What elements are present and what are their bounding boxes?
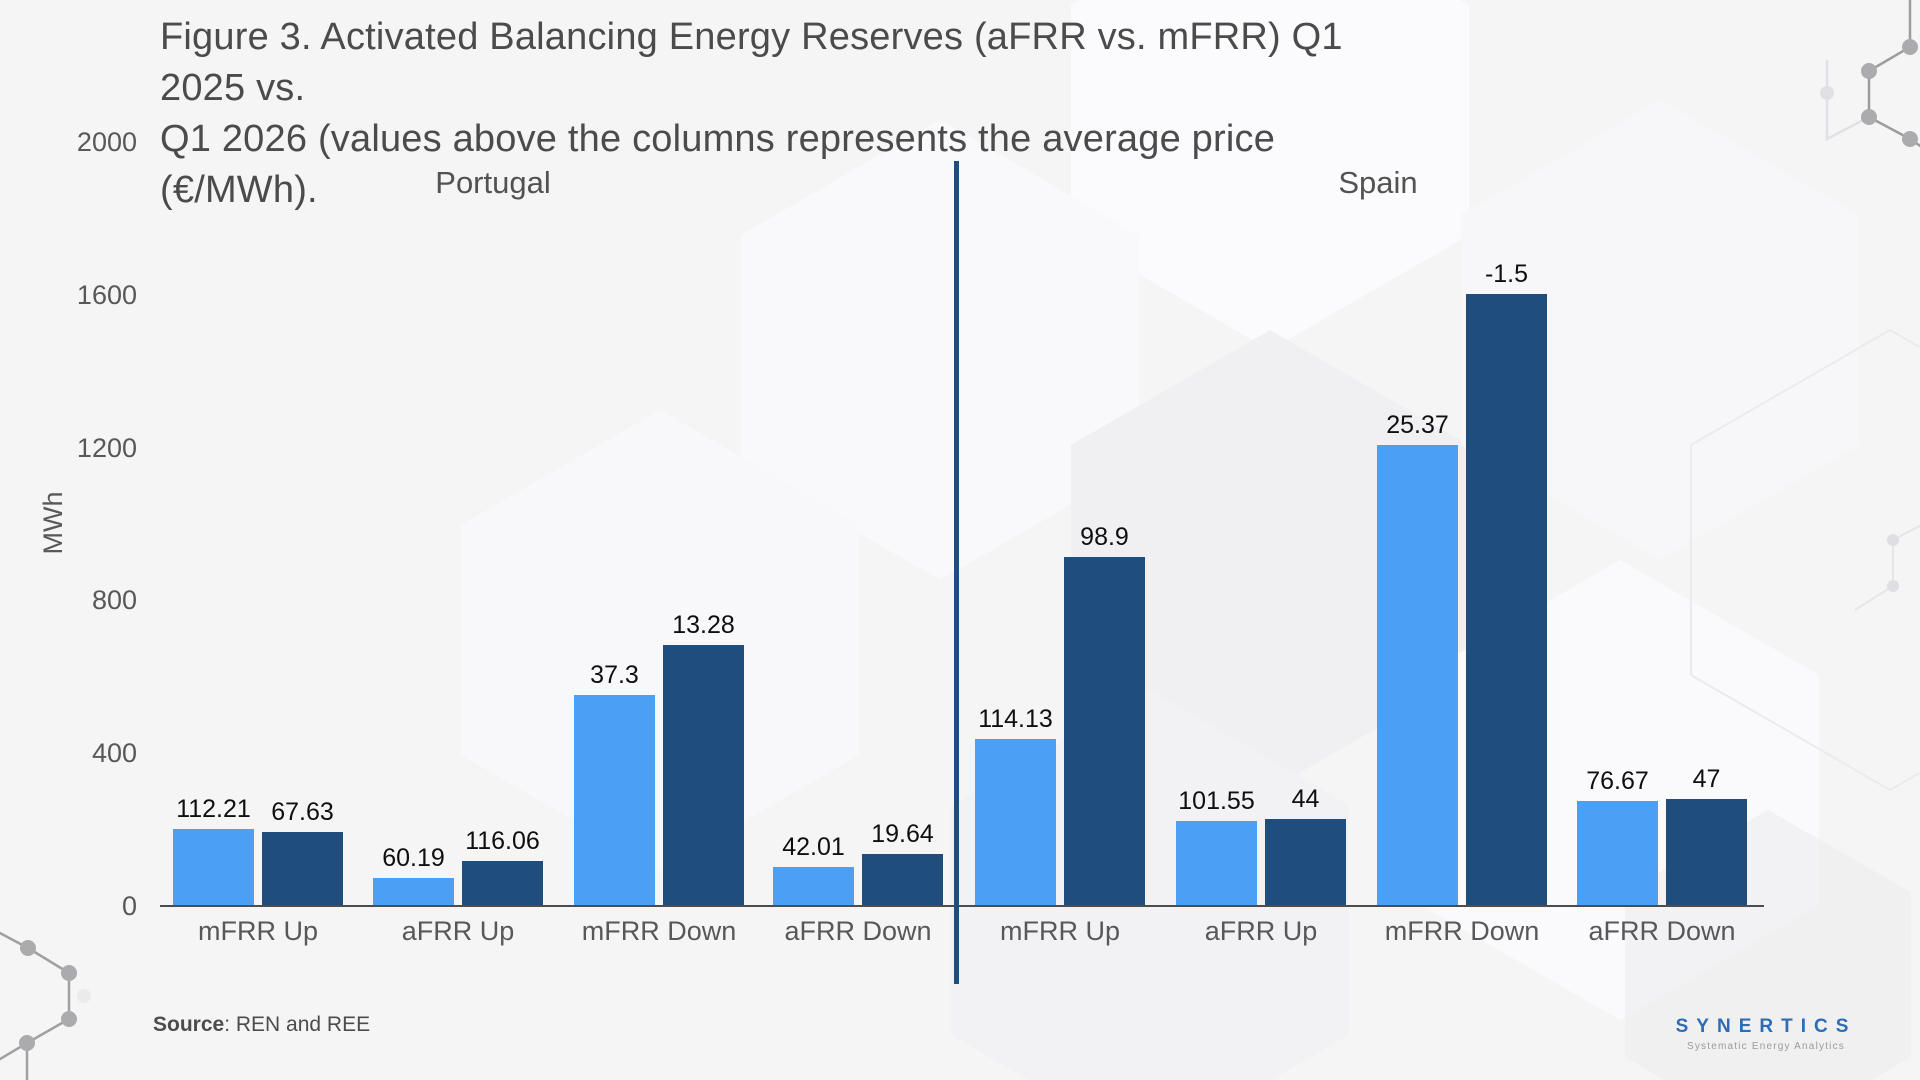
bar-group-portugal-mfrr-down: 37.3 13.28 — [574, 611, 744, 905]
bar-group-spain-afrr-down: 76.67 47 — [1577, 765, 1747, 905]
y-tick-label: 400 — [91, 738, 137, 769]
molecule-bottom-left — [0, 931, 91, 1080]
price-label: 47 — [1692, 765, 1721, 793]
bar-q1-2025: 76.67 — [1577, 767, 1658, 905]
bar-q1-2026: 98.9 — [1064, 523, 1145, 905]
logo-wordmark: SYNERTICS — [1675, 1016, 1857, 1037]
category-label: mFRR Up — [198, 916, 318, 946]
bar-group-spain-mfrr-up: 114.13 98.9 — [975, 523, 1145, 905]
y-tick-label: 800 — [91, 585, 137, 616]
price-label: 37.3 — [590, 661, 639, 689]
category-label: aFRR Down — [784, 916, 932, 946]
bar-q1-2026: 13.28 — [663, 611, 744, 905]
price-label: 25.37 — [1386, 411, 1449, 439]
panel-separator-line — [954, 161, 959, 984]
y-tick-label: 1600 — [76, 279, 137, 310]
bar-q1-2025: 101.55 — [1176, 787, 1257, 905]
price-label: 76.67 — [1586, 767, 1649, 795]
bar-q1-2025: 114.13 — [975, 705, 1056, 905]
figure-title: Figure 3. Activated Balancing Energy Res… — [160, 12, 1360, 216]
bar-q1-2025: 25.37 — [1377, 411, 1458, 905]
price-label: 44 — [1291, 785, 1320, 813]
panel-title-portugal: Portugal — [435, 165, 551, 200]
molecule-right-middle — [1854, 524, 1920, 611]
logo-tagline: Systematic Energy Analytics — [1686, 1041, 1845, 1052]
bar-q1-2026: 116.06 — [462, 827, 543, 905]
bar-q1-2025: 42.01 — [773, 833, 854, 905]
bar-q1-2025: 60.19 — [373, 844, 454, 905]
bar-q1-2026: -1.5 — [1466, 260, 1547, 905]
bar-q1-2025: 37.3 — [574, 661, 655, 905]
source-label: Source — [153, 1013, 225, 1036]
bar-q1-2025: 112.21 — [173, 795, 254, 905]
source-text: : REN and REE — [224, 1013, 371, 1036]
bar-group-portugal-mfrr-up: 112.21 67.63 — [173, 795, 343, 905]
figure-title-line1: Figure 3. Activated Balancing Energy Res… — [160, 16, 1343, 109]
hexagon-decoration — [461, 0, 1920, 1080]
bar-group-portugal-afrr-down: 42.01 19.64 — [773, 820, 943, 905]
bar-q1-2026: 47 — [1666, 765, 1747, 905]
category-label: aFRR Down — [1588, 916, 1736, 946]
bar-q1-2026: 19.64 — [862, 820, 943, 905]
price-label: 13.28 — [672, 611, 735, 639]
price-label: 42.01 — [782, 833, 845, 861]
price-label: 114.13 — [978, 705, 1053, 733]
price-label: 101.55 — [1178, 787, 1255, 815]
y-tick-label: 2000 — [76, 127, 137, 157]
price-label: 67.63 — [271, 798, 334, 826]
category-label: aFRR Up — [401, 916, 515, 946]
price-label: 116.06 — [465, 827, 540, 855]
price-label: 60.19 — [382, 844, 445, 872]
y-axis-title: MWh — [37, 491, 68, 555]
bar-group-spain-afrr-up: 101.55 44 — [1176, 785, 1346, 905]
bar-group-spain-mfrr-down: 25.37 -1.5 — [1377, 260, 1547, 905]
category-label: mFRR Up — [1000, 916, 1120, 946]
y-tick-label: 1200 — [76, 432, 137, 463]
synertics-logo: SYNERTICS Systematic Energy Analytics — [1674, 1016, 1858, 1052]
bar-group-portugal-afrr-up: 60.19 116.06 — [373, 827, 543, 905]
price-label: -1.5 — [1484, 260, 1529, 288]
source-note: Source: REN and REE — [153, 1013, 370, 1037]
y-tick-label: 0 — [121, 891, 137, 921]
category-label: mFRR Down — [1384, 916, 1540, 946]
price-label: 19.64 — [871, 820, 934, 848]
category-label: aFRR Up — [1204, 916, 1318, 946]
x-axis-line — [160, 905, 1764, 907]
category-label: mFRR Down — [581, 916, 737, 946]
bar-q1-2026: 67.63 — [262, 798, 343, 905]
bar-q1-2026: 44 — [1265, 785, 1346, 905]
price-label: 112.21 — [176, 795, 251, 823]
panel-title-spain: Spain — [1338, 165, 1418, 200]
molecule-top-right — [1820, 0, 1920, 148]
price-label: 98.9 — [1080, 523, 1129, 551]
figure-title-line2: Q1 2026 (values above the columns repres… — [160, 118, 1276, 211]
